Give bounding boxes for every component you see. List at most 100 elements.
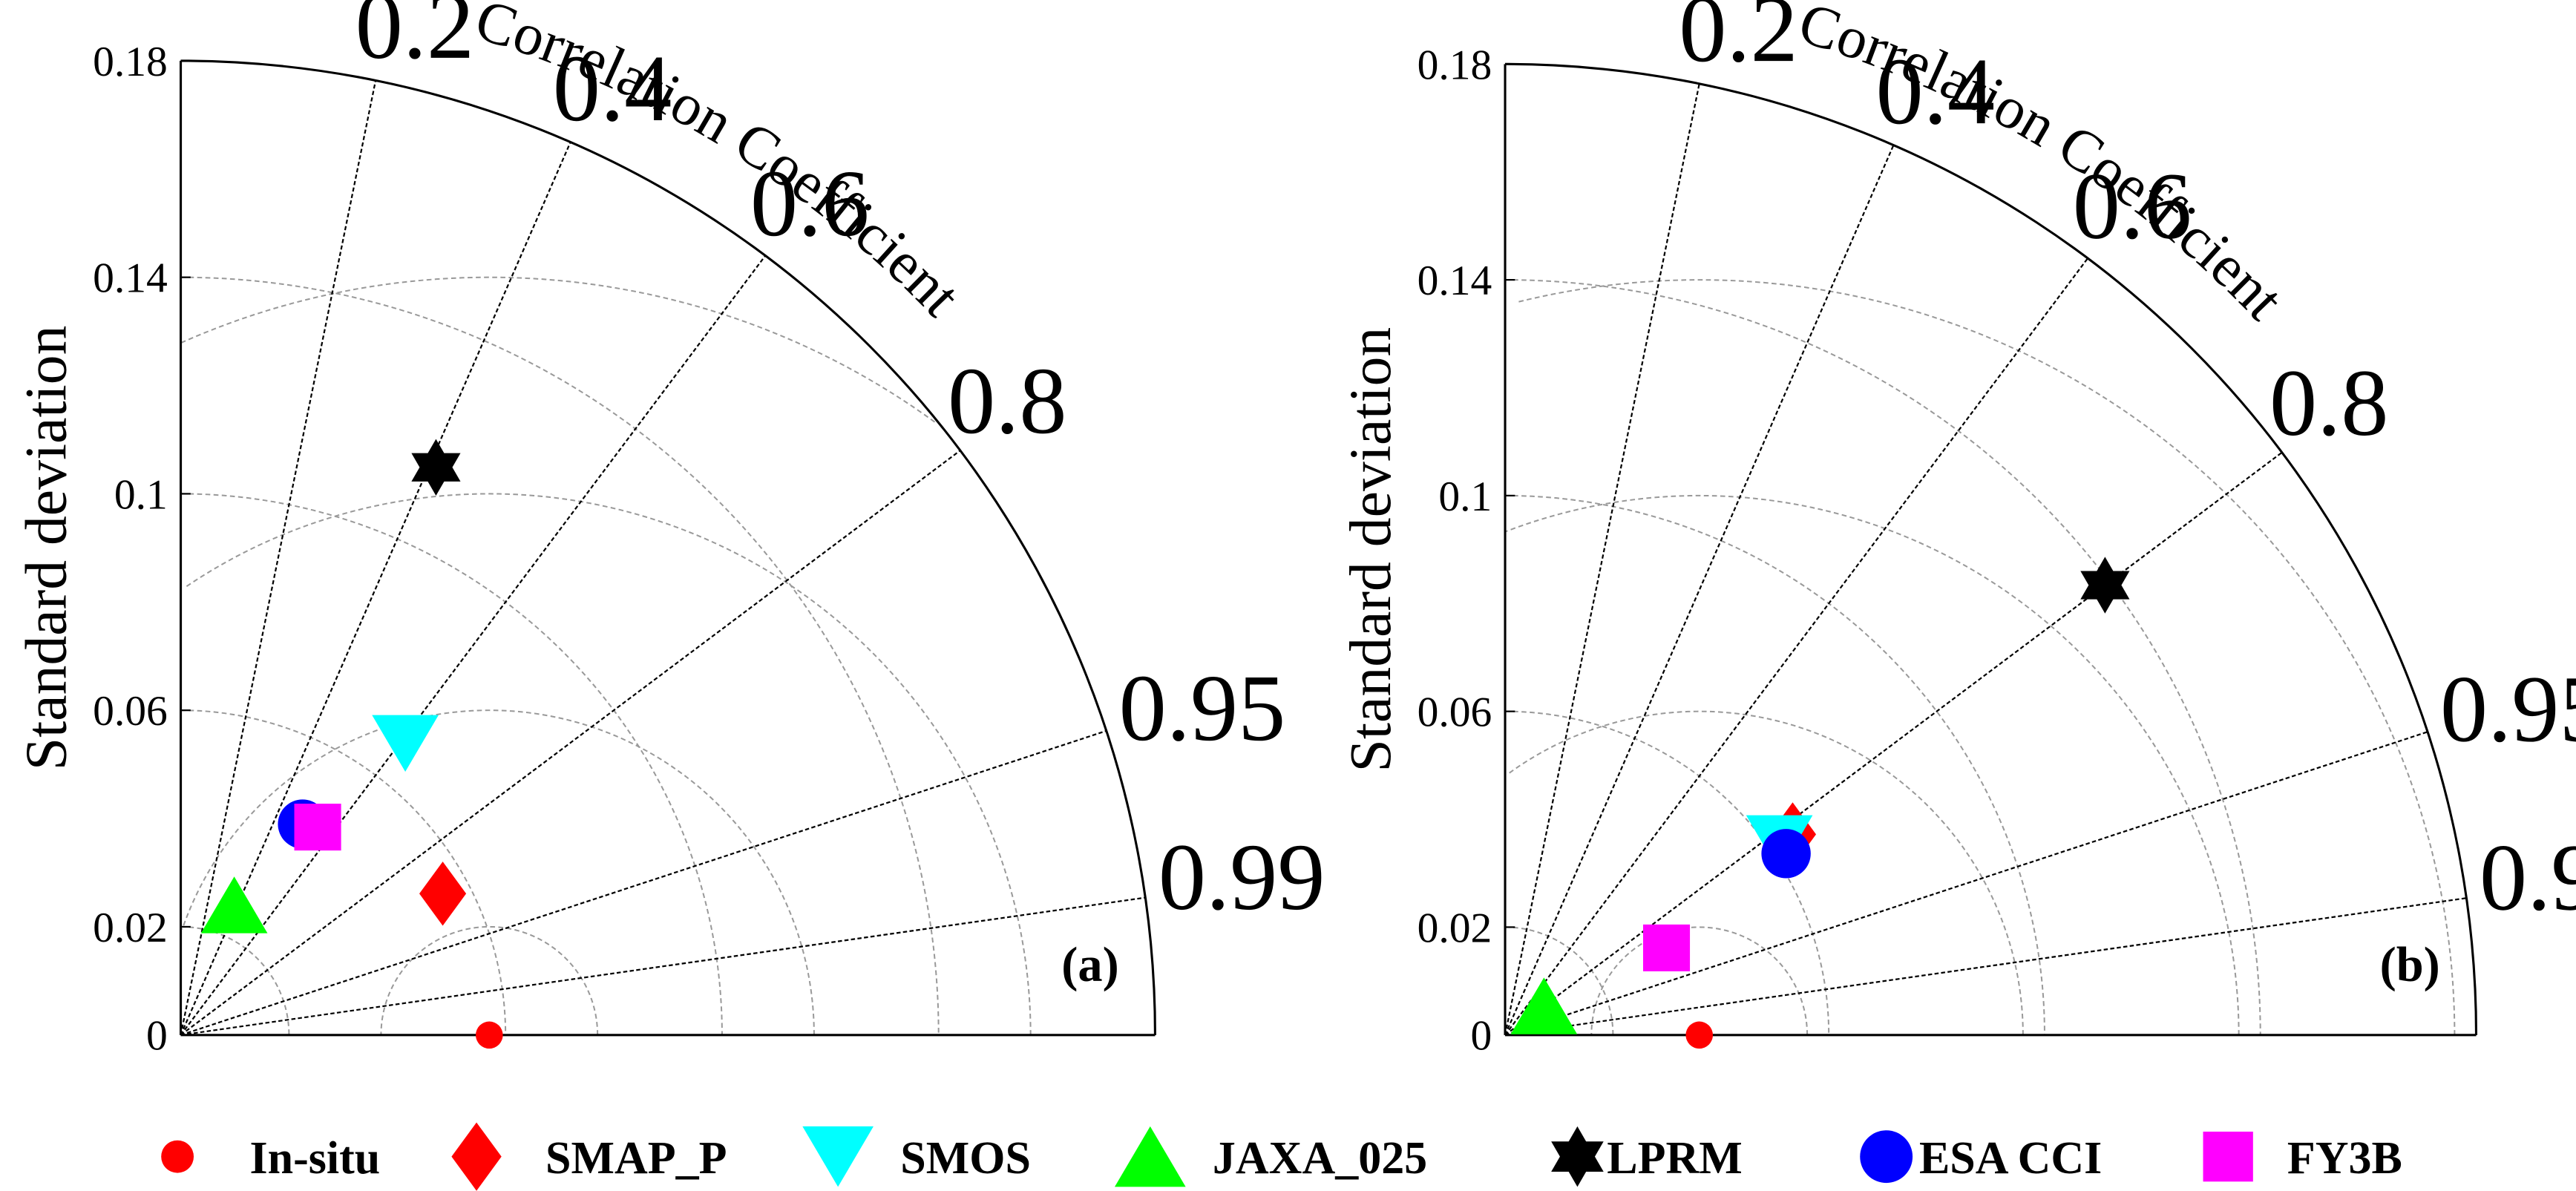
correlation-rays: 0.2 0.4 0.6 0.8 0.95 0.99: [1504, 0, 2576, 1036]
y-axis-title: Standard deviation: [1338, 327, 1403, 772]
std-gridline: [180, 276, 940, 1035]
std-tick-label: 0.02: [93, 905, 168, 951]
rms-gridline: [1505, 494, 2240, 1035]
correlation-ray: [180, 729, 1107, 1036]
legend-esa-cci-marker: [1860, 1130, 1913, 1184]
legend-in-situ-marker: [161, 1140, 194, 1173]
corr-tick-label: 0.95: [1119, 655, 1286, 761]
point-jaxa-025-marker: [1510, 977, 1578, 1034]
legend-label: LPRM: [1607, 1133, 1742, 1184]
correlation-ray: [1504, 897, 2467, 1036]
correlation-ray: [1504, 83, 1700, 1036]
outer-arc: [1505, 62, 2478, 1035]
corr-tick-label: 0.4: [1876, 39, 1996, 144]
rms-gridline: [1590, 926, 1809, 1035]
std-grid: [1505, 279, 2261, 1035]
correlation-rays: 0.2 0.4 0.6 0.8 0.95 0.99: [180, 0, 1325, 1036]
correlation-ray: [1504, 257, 2088, 1036]
std-tick-label: 0.1: [114, 471, 168, 518]
point-in-situ-marker: [476, 1021, 503, 1049]
std-tick-label: 0.14: [93, 255, 168, 302]
point-in-situ-marker: [1685, 1021, 1713, 1049]
legend-smap-p-marker: [451, 1122, 502, 1191]
std-tick-label: 0.18: [1418, 42, 1492, 88]
rms-gridline: [180, 276, 936, 423]
legend-label: In-situ: [250, 1133, 381, 1184]
rms-gridline: [1516, 279, 2456, 1035]
point-lprm-marker: [2080, 557, 2130, 614]
std-tick-label: 0.1: [1438, 473, 1492, 520]
axes: [179, 59, 1156, 1037]
panel-label: (a): [1061, 938, 1118, 992]
data-points: [1510, 557, 2130, 1049]
rms-grid: [1505, 279, 2456, 1035]
legend-item: In-situ: [161, 1133, 380, 1184]
legend-item: FY3B: [2203, 1132, 2402, 1184]
std-ticks: 0 0.02 0.06 0.1 0.14 0.18: [93, 39, 191, 1060]
std-gridline: [1505, 710, 1830, 1035]
rms-gridline: [380, 925, 599, 1035]
point-smap-p-marker: [419, 862, 467, 926]
point-lprm-marker-part: [411, 453, 461, 496]
legend-label: ESA CCI: [1919, 1133, 2102, 1184]
std-ticks: 0 0.02 0.06 0.1 0.14 0.18: [1418, 42, 1515, 1060]
point-fy3b-marker: [294, 804, 341, 851]
corr-tick-label: 0.8: [2269, 350, 2389, 456]
legend-label: JAXA_025: [1213, 1133, 1427, 1184]
corr-tick-label: 0.99: [1158, 824, 1325, 930]
corr-tick-label: 0.6: [750, 151, 870, 256]
legend-jaxa-025-marker: [1114, 1126, 1186, 1187]
corr-tick-label: 0.95: [2440, 656, 2576, 761]
correlation-ray: [180, 142, 571, 1036]
std-tick-label: 0: [1471, 1013, 1492, 1060]
corr-tick-label: 0.8: [948, 348, 1067, 453]
corr-tick-label: 0.2: [1679, 0, 1798, 82]
std-gridline: [1505, 279, 2261, 1035]
correlation-ray: [180, 255, 767, 1036]
legend-fy3b-marker: [2203, 1132, 2253, 1182]
correlation-ray: [180, 896, 1146, 1036]
rms-gridline: [181, 709, 815, 1035]
rms-gridline: [1508, 710, 2024, 1035]
legend-item: SMAP_P: [451, 1122, 727, 1191]
legend-lprm-marker: [1551, 1126, 1604, 1187]
correlation-ray: [1504, 451, 2283, 1036]
legend-label: SMAP_P: [545, 1133, 727, 1184]
corr-tick-label: 0.99: [2480, 824, 2576, 930]
corr-axis-title-path: Correlation Coefficient: [1792, 0, 2296, 332]
legend-label: SMOS: [900, 1133, 1031, 1184]
point-esa-cci-marker: [1761, 829, 1811, 879]
std-gridline: [1505, 926, 1614, 1035]
legend-item: JAXA_025: [1114, 1126, 1427, 1187]
corr-tick-label: 0.2: [355, 0, 475, 79]
correlation-ray: [180, 450, 961, 1036]
rms-grid: [180, 276, 1032, 1035]
taylor-panel-b: 0.2 0.4 0.6 0.8 0.95 0.99 0 0.02 0.06 0.1 0.14 0.18…: [1338, 0, 2576, 1060]
std-tick-label: 0.06: [93, 688, 168, 735]
std-gridline: [180, 925, 290, 1035]
std-tick-label: 0.18: [93, 39, 168, 85]
std-tick-label: 0.06: [1418, 689, 1492, 736]
corr-axis-title: Correlation Coefficient: [1792, 0, 2296, 332]
outer-arc: [180, 59, 1156, 1035]
point-lprm-marker-part: [2080, 571, 2130, 614]
taylor-panel-a: 0.2 0.4 0.6 0.8 0.95 0.99 0 0.02 0.06 0.1 0.14 0.18…: [14, 0, 1325, 1060]
point-jaxa-025-marker: [200, 876, 268, 934]
std-tick-label: 0.02: [1418, 905, 1492, 951]
legend-lprm-marker-part: [1551, 1141, 1604, 1187]
std-gridline: [180, 493, 723, 1035]
axes: [1504, 62, 2478, 1037]
corr-tick-label: 0.4: [553, 36, 672, 141]
std-tick-label: 0: [146, 1013, 168, 1060]
point-fy3b-marker: [1642, 924, 1691, 971]
correlation-ray: [1504, 145, 1895, 1036]
correlation-ray: [180, 80, 377, 1036]
legend-label: FY3B: [2287, 1133, 2402, 1184]
corr-tick-label: 0.6: [2073, 154, 2192, 259]
panel-label: (b): [2380, 938, 2440, 992]
std-gridline: [1505, 494, 2045, 1035]
correlation-ray: [1504, 731, 2428, 1036]
legend-item: LPRM: [1551, 1126, 1743, 1187]
rms-gridline: [186, 493, 1032, 1035]
